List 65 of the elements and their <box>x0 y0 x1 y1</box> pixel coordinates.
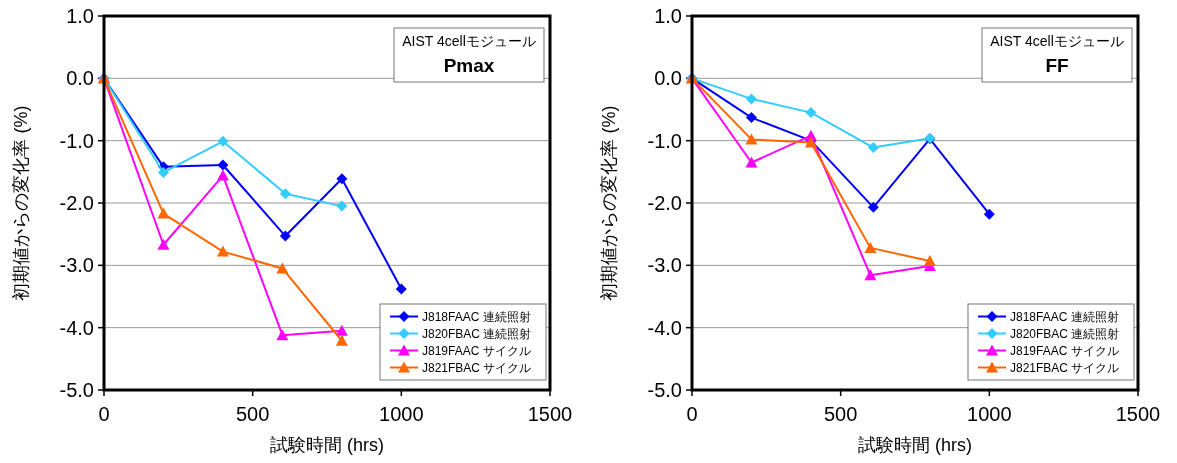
x-tick-label: 500 <box>235 403 270 425</box>
text: FF <box>1045 55 1069 76</box>
point <box>805 107 817 119</box>
point <box>335 334 348 346</box>
point <box>216 169 229 181</box>
point <box>983 208 995 220</box>
x-tick-label: 500 <box>823 403 858 425</box>
point <box>276 262 289 274</box>
x-axis-title: 試験時間 (hrs) <box>858 435 972 455</box>
y-tick-label: -4.0 <box>59 316 94 339</box>
point <box>216 245 229 257</box>
point <box>335 324 348 336</box>
y-tick-label: -5.0 <box>59 379 94 401</box>
point <box>157 166 169 178</box>
point <box>217 159 229 171</box>
point <box>745 156 758 168</box>
y-axis-title: 初期値からの変化率 (%) <box>599 105 619 301</box>
point <box>867 201 879 213</box>
x-tick-label: 1500 <box>527 403 573 425</box>
point <box>276 329 289 341</box>
text: Pmax <box>443 55 495 76</box>
y-tick-label: 0.0 <box>66 67 94 90</box>
point <box>867 142 879 154</box>
point <box>157 238 170 250</box>
y-tick-label: -2.0 <box>59 192 94 214</box>
legend-label: J819FAAC サイクル <box>422 344 531 358</box>
y-tick-label: -3.0 <box>59 254 94 277</box>
point <box>336 173 348 185</box>
point <box>864 269 877 281</box>
point <box>157 207 170 219</box>
legend-label: J821FBAC サイクル <box>1010 361 1120 375</box>
x-tick-label: 1000 <box>379 403 424 425</box>
point <box>336 200 348 212</box>
y-axis-title: 初期値からの変化率 (%) <box>11 105 31 301</box>
legend-label: J820FBAC 連続照射 <box>1010 327 1120 341</box>
legend-label: J820FBAC 連続照射 <box>422 327 532 341</box>
legend-label: J818FAAC 連続照射 <box>422 310 531 324</box>
y-tick-label: -2.0 <box>647 192 682 214</box>
y-tick-label: 1.0 <box>66 5 94 27</box>
point <box>279 188 291 200</box>
x-tick-label: 1000 <box>967 403 1012 425</box>
point <box>217 135 229 147</box>
legend-label: J818FAAC 連続照射 <box>1010 310 1119 324</box>
point <box>395 283 407 295</box>
point <box>279 230 291 242</box>
legend-label: J821FBAC サイクル <box>422 361 532 375</box>
y-tick-label: -3.0 <box>647 254 682 277</box>
x-tick-label: 1500 <box>1115 403 1161 425</box>
legend-label: J819FAAC サイクル <box>1010 344 1119 358</box>
y-tick-label: 1.0 <box>654 5 682 27</box>
y-tick-label: -5.0 <box>647 379 682 401</box>
point <box>745 93 757 105</box>
point <box>745 112 757 124</box>
y-tick-label: -1.0 <box>59 129 94 152</box>
point <box>864 241 877 253</box>
point <box>745 133 758 145</box>
y-tick-label: -4.0 <box>647 316 682 339</box>
y-tick-label: -1.0 <box>647 129 682 152</box>
text: AIST 4cellモジュール <box>990 33 1124 49</box>
x-axis-title: 試験時間 (hrs) <box>270 435 384 455</box>
text: AIST 4cellモジュール <box>402 33 536 49</box>
x-tick-label: 0 <box>98 403 110 425</box>
y-tick-label: 0.0 <box>654 67 682 90</box>
x-tick-label: 0 <box>686 403 698 425</box>
point <box>923 254 936 266</box>
